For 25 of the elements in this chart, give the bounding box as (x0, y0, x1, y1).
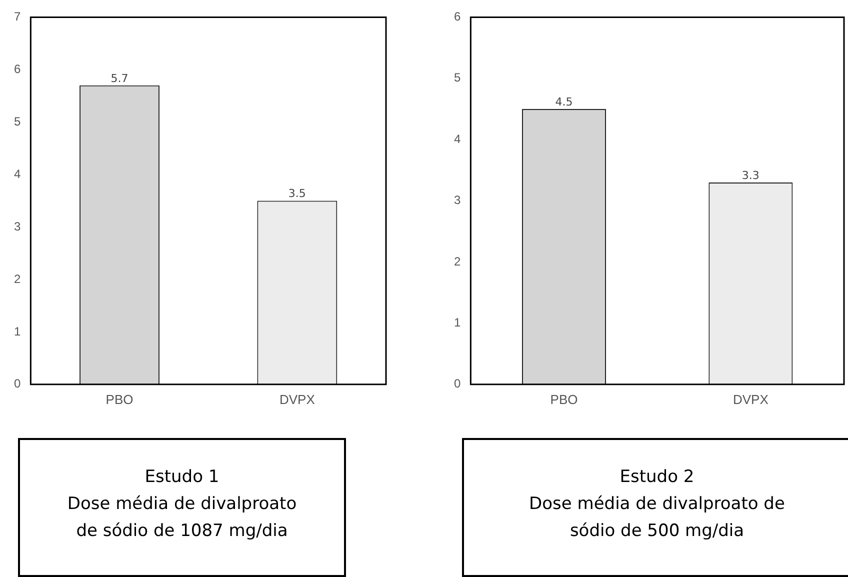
y-tick-label: 7 (14, 10, 21, 24)
x-tick-label: DVPX (279, 392, 316, 407)
data-label: 4.5 (555, 95, 573, 108)
y-tick-label: 4 (454, 132, 461, 146)
y-tick-label: 5 (14, 114, 21, 128)
text: Estudo 2 Dose média de divalproato de sódio de 500 mg/dia (462, 438, 848, 577)
y-tick-label: 3 (454, 193, 461, 208)
y-tick-label: 6 (14, 62, 21, 76)
x-tick-label: DVPX (732, 392, 769, 407)
y-tick-label: 0 (14, 376, 21, 391)
y-tick-label: 6 (454, 10, 461, 24)
y-tick-label: 0 (454, 376, 461, 391)
y-tick-label: 1 (454, 316, 461, 330)
text: Estudo 1 Dose média de divalproato de sódio de 1087 mg/dia (18, 438, 346, 577)
y-tick-label: 4 (14, 166, 21, 181)
x-tick-label: PBO (550, 392, 578, 407)
y-tick-label: 3 (14, 219, 21, 234)
y-tick-label: 2 (14, 272, 21, 286)
data-label: 3.3 (742, 168, 760, 182)
y-tick-label: 2 (454, 254, 461, 268)
data-label: 5.7 (110, 72, 128, 85)
y-tick-label: 1 (14, 324, 21, 338)
data-label: 3.5 (288, 187, 306, 200)
x-tick-label: PBO (106, 392, 134, 407)
y-tick-label: 5 (454, 70, 461, 85)
